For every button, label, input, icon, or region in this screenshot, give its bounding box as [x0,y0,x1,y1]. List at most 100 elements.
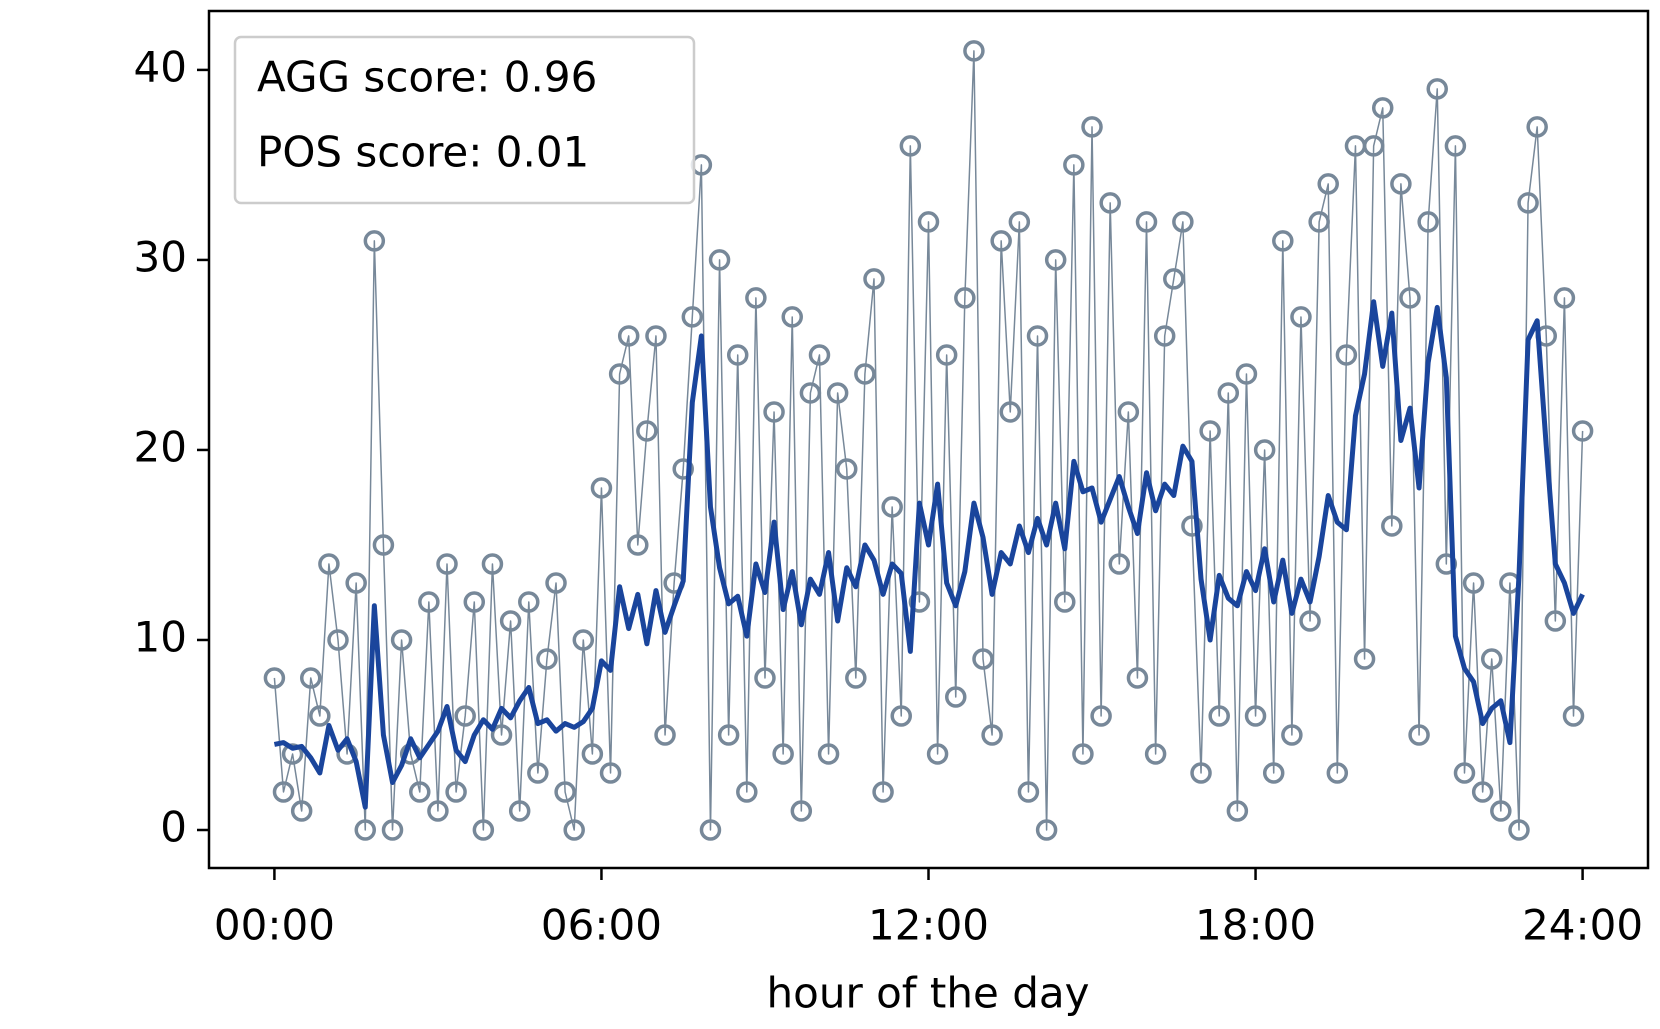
data-point [1081,116,1103,138]
data-point [490,724,513,746]
data-point [799,382,822,404]
data-point [1181,515,1203,537]
data-point [590,477,613,499]
data-point [309,705,331,727]
y-tick-label: 0 [160,802,187,851]
data-point [1172,211,1194,233]
data-point [826,382,849,404]
data-point [772,743,794,765]
y-tick-label: 30 [134,232,187,281]
data-point [572,629,595,651]
data-point [390,629,413,651]
data-point [845,667,867,689]
data-point [299,667,322,689]
data-point [472,819,495,841]
legend-box [233,35,696,205]
data-point [881,496,903,518]
y-tick-label: 40 [134,42,187,91]
data-point [290,800,313,822]
x-tick-label: 12:00 [868,901,989,950]
y-tick-label: 20 [134,422,187,471]
data-point [1017,781,1040,803]
data-point [636,420,658,442]
data-point [1526,116,1548,138]
data-point [890,705,912,727]
data-point [945,686,967,708]
annotation: AGG score: 0.96 [257,53,597,102]
data-point [963,40,985,62]
data-point [1235,363,1258,385]
data-point [1190,762,1212,784]
data-point [1508,819,1530,841]
data-point [463,591,486,613]
data-point [1326,762,1349,784]
data-point [1471,781,1494,803]
data-point [272,781,295,803]
data-point [627,534,649,556]
x-tick-label: 06:00 [541,901,662,950]
data-point [854,363,876,385]
data-point [1299,610,1321,632]
x-tick-label: 00:00 [214,901,335,950]
data-point [1308,211,1330,233]
data-point [990,230,1012,252]
series-line [273,299,1585,810]
data-point [527,762,549,784]
data-point [363,230,386,252]
data-point [1335,344,1358,366]
data-point [872,781,894,803]
data-point [554,781,576,803]
x-tick-label: 24:00 [1522,901,1643,950]
data-point [1035,819,1058,841]
data-point [1054,591,1076,613]
series-line [273,50,1584,831]
data-point [754,667,776,689]
data-point [1217,382,1240,404]
plot-area [263,40,1594,841]
data-point [1099,192,1121,214]
data-point [1163,268,1185,290]
data-point [481,553,504,575]
data-point [1226,800,1249,822]
data-point [1426,78,1448,100]
x-axis-label: hour of the day [767,969,1090,1018]
data-point [981,724,1003,746]
x-tick-label: 18:00 [1195,901,1316,950]
data-point [518,591,540,613]
data-point [681,306,704,328]
data-point [1026,325,1049,347]
data-point [1562,705,1585,727]
data-point [1553,287,1576,309]
data-point [1153,325,1176,347]
data-point [645,325,667,347]
data-point [790,800,813,822]
data-point [954,287,976,309]
data-point [454,705,476,727]
data-point [1044,249,1067,271]
data-point [1272,230,1294,252]
data-point [318,553,340,575]
data-point [926,743,949,765]
data-point [1126,667,1149,689]
data-point [1408,724,1430,746]
data-point [1462,572,1485,594]
data-point [1108,553,1131,575]
data-point [436,553,458,575]
data-point [1517,192,1539,214]
data-point [608,363,631,385]
data-point [563,819,585,841]
data-point [1371,97,1394,119]
data-point [1253,439,1276,461]
data-point [672,458,694,480]
data-point [708,249,731,271]
data-point [1390,173,1412,195]
data-point [1072,743,1094,765]
data-point [581,743,604,765]
data-point [899,135,922,157]
data-point [499,610,522,632]
data-point [699,819,722,841]
data-point [409,781,431,803]
data-point [1444,135,1467,157]
data-point [863,268,885,290]
